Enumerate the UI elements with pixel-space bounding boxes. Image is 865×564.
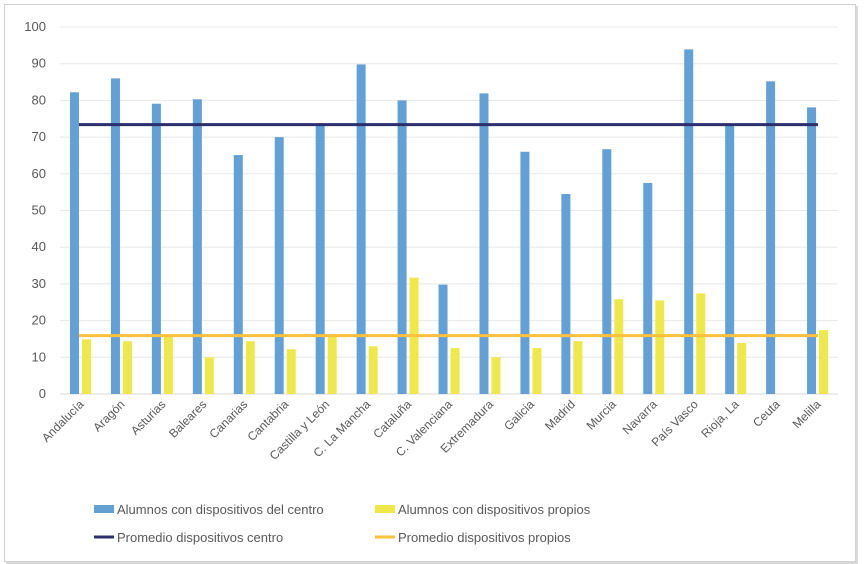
x-tick-label: Murcia — [584, 397, 620, 433]
bar-propios — [368, 346, 378, 394]
legend-swatch — [94, 505, 114, 513]
bar-centro — [110, 78, 120, 394]
bar-propios — [491, 357, 501, 394]
bar-centro — [643, 182, 653, 394]
legend-label: Alumnos con dispositivos propios — [398, 502, 591, 517]
x-tick-label: Melilla — [790, 397, 824, 431]
bar-propios — [655, 300, 665, 394]
bar-propios — [819, 330, 829, 394]
bar-centro — [438, 284, 448, 394]
bar-propios — [82, 339, 91, 394]
x-tick-label: Galicia — [501, 397, 537, 433]
bar-centro — [70, 92, 79, 395]
bar-centro — [561, 193, 571, 394]
x-tick-label: Asturias — [128, 397, 169, 438]
legend-swatch — [375, 505, 395, 513]
legend-label: Promedio dispositivos propios — [398, 530, 571, 545]
x-tick-label: Rioja, La — [698, 397, 742, 441]
bar-propios — [122, 341, 132, 394]
bar-propios — [245, 341, 255, 394]
bar-propios — [696, 293, 706, 394]
y-tick-label: 0 — [39, 386, 46, 401]
x-tick-label: Baleares — [166, 397, 209, 440]
x-tick-label: Aragón — [90, 397, 127, 434]
bar-centro — [807, 107, 817, 395]
y-tick-label: 10 — [32, 349, 46, 364]
bar-centro — [151, 103, 161, 394]
bar-centro — [725, 125, 735, 395]
y-tick-label: 90 — [32, 56, 46, 71]
bar-propios — [737, 342, 747, 394]
x-tick-label: Andalucía — [39, 397, 87, 445]
bar-centro — [192, 99, 202, 394]
chart-frame — [4, 4, 856, 562]
y-tick-label: 50 — [32, 203, 46, 218]
bar-propios — [614, 299, 624, 394]
y-tick-label: 40 — [32, 239, 46, 254]
bar-centro — [233, 155, 243, 394]
bar-centro — [684, 49, 694, 395]
bar-propios — [532, 348, 542, 394]
y-tick-label: 70 — [32, 129, 46, 144]
bar-propios — [163, 335, 173, 394]
bar-centro — [315, 124, 325, 394]
bar-centro — [397, 100, 407, 395]
y-tick-label: 30 — [32, 276, 46, 291]
y-tick-label: 20 — [32, 313, 46, 328]
bar-centro — [766, 81, 776, 394]
bar-propios — [204, 357, 214, 394]
bar-centro — [274, 137, 284, 394]
legend-label: Alumnos con dispositivos del centro — [117, 502, 324, 517]
legend-label: Promedio dispositivos centro — [117, 530, 283, 545]
bar-propios — [450, 348, 460, 394]
bar-centro — [479, 93, 489, 394]
bar-propios — [573, 341, 583, 394]
bar-propios — [286, 349, 296, 394]
x-tick-label: Ceuta — [750, 397, 783, 430]
bar-centro — [520, 151, 530, 394]
x-tick-label: Navarra — [620, 397, 660, 437]
y-tick-label: 60 — [32, 166, 46, 181]
y-tick-label: 100 — [24, 19, 46, 34]
y-tick-label: 80 — [32, 92, 46, 107]
bar-centro — [602, 149, 612, 394]
x-tick-label: Madrid — [542, 397, 578, 433]
bar-propios — [327, 335, 337, 394]
bar-centro — [356, 64, 366, 395]
